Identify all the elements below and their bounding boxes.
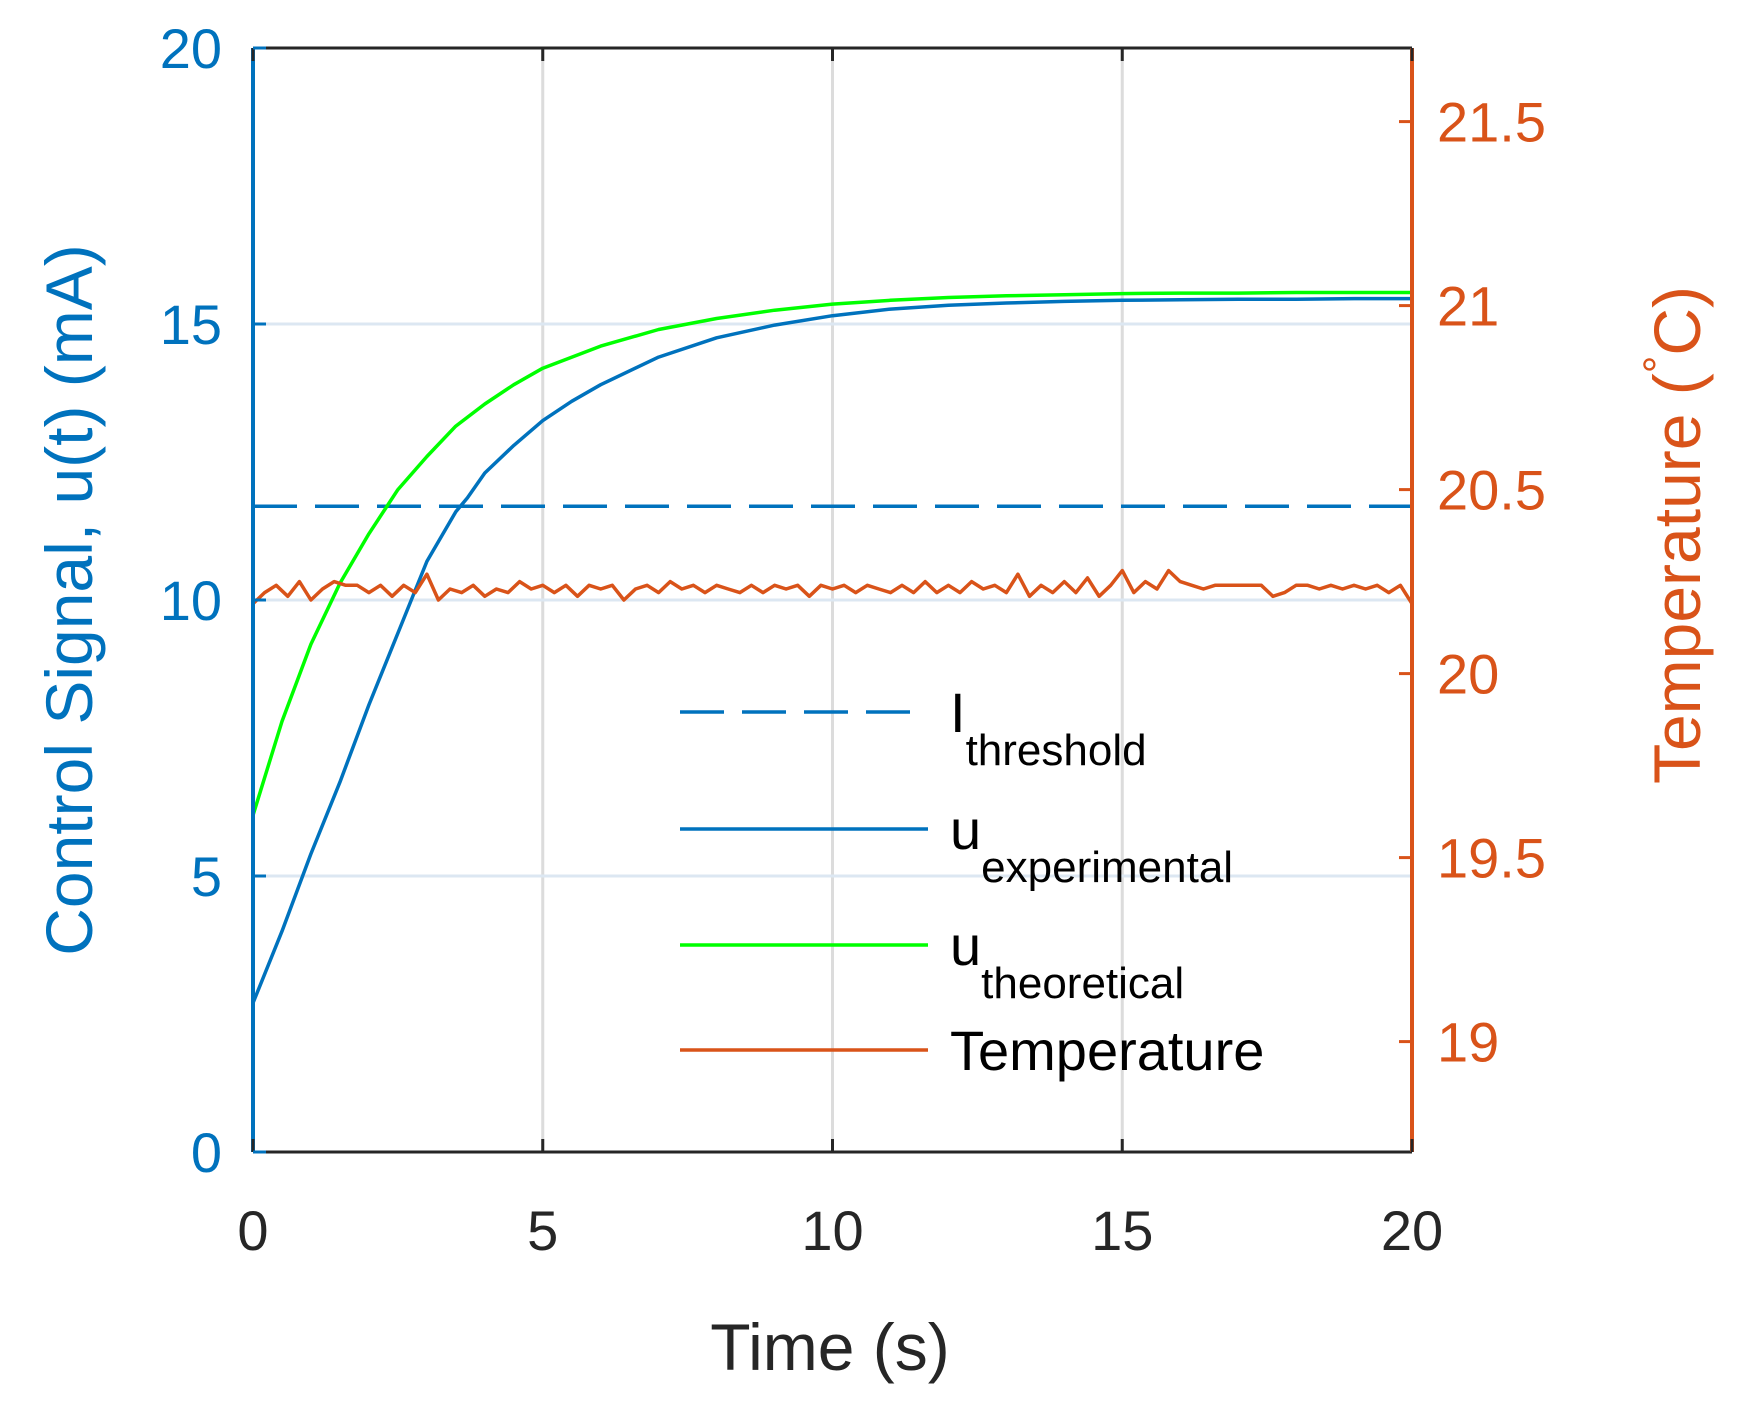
x-tick-label-3: 15 (1091, 1199, 1153, 1262)
y-right-tick-label-1: 19.5 (1437, 827, 1546, 890)
y-axis-right-label: Temperature (°C) (1635, 286, 1714, 784)
legend-label-2: utheoretical (950, 914, 1184, 1008)
legend-label-3: Temperature (950, 1019, 1264, 1082)
legend: IthresholduexperimentalutheoreticalTempe… (680, 681, 1264, 1082)
y-axis-left-label: Control Signal, u(t) (mA) (32, 244, 106, 956)
legend-label-sub-2: theoretical (981, 959, 1184, 1008)
y-axis-right-label-degree: ° (1635, 356, 1684, 374)
y-left-tick-label-4: 20 (160, 17, 222, 80)
x-axis-label: Time (s) (710, 1310, 950, 1384)
series-line-u-theoretical (251, 290, 1412, 816)
y-right-tick-label-5: 21.5 (1437, 91, 1546, 154)
x-tick-label-0: 0 (237, 1199, 268, 1262)
y-axis-right-label-main: Temperature ( (1640, 373, 1714, 784)
y-axis-right-label-unit: C) (1640, 286, 1714, 356)
y-right-tick-label-0: 19 (1437, 1011, 1499, 1074)
legend-label-sub-0: threshold (966, 726, 1147, 775)
series-group (251, 290, 1414, 1004)
legend-label-base-3: Temperature (950, 1019, 1264, 1082)
legend-label-base-0: I (950, 681, 966, 744)
y-left-tick-label-2: 10 (160, 569, 222, 632)
legend-label-base-2: u (950, 914, 981, 977)
y-right-tick-label-3: 20.5 (1437, 459, 1546, 522)
series-line-temperature (251, 568, 1414, 605)
tick-labels: 0 5 10 15 20 0 5 10 15 20 19 19.5 20 20.5 21 21.5 (160, 17, 1546, 1262)
y-right-tick-label-2: 20 (1437, 643, 1499, 706)
y-left-tick-label-0: 0 (191, 1121, 222, 1184)
axes-group (251, 46, 1414, 1154)
legend-label-sub-1: experimental (981, 843, 1233, 892)
legend-label-0: Ithreshold (950, 681, 1147, 775)
legend-label-1: uexperimental (950, 798, 1233, 892)
legend-label-base-1: u (950, 798, 981, 861)
y-left-tick-label-1: 5 (191, 845, 222, 908)
series-line-u-experimental (251, 296, 1412, 1004)
y-left-tick-label-3: 15 (160, 293, 222, 356)
x-tick-label-4: 20 (1381, 1199, 1443, 1262)
y-right-tick-label-4: 21 (1437, 275, 1499, 338)
grid-lines (253, 48, 1412, 1152)
x-tick-label-2: 10 (801, 1199, 863, 1262)
x-tick-label-1: 5 (527, 1199, 558, 1262)
